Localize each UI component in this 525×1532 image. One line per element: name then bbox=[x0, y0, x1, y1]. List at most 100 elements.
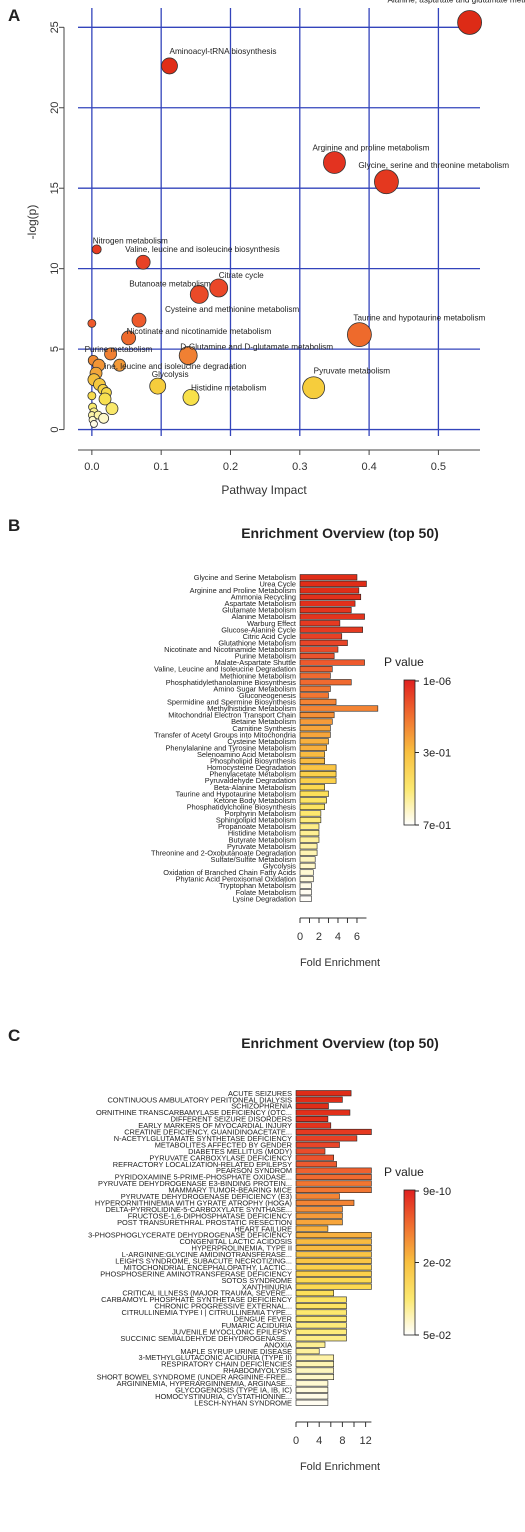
category-label: Histidine Metabolism bbox=[228, 829, 296, 838]
enrichment-bar bbox=[299, 639, 348, 646]
enrichment-bar bbox=[295, 1090, 352, 1097]
category-label: Glucose-Alanine Cycle bbox=[221, 625, 296, 634]
category-label: Phospholipid Biosynthesis bbox=[210, 757, 296, 766]
enrichment-bar bbox=[295, 1135, 358, 1142]
enrichment-bar bbox=[299, 600, 356, 607]
category-label: Methylhistidine Metabolism bbox=[207, 704, 296, 713]
category-label: PYRUVATE CARBOXYLASE DEFICIENCY bbox=[149, 1153, 292, 1162]
category-label: CONGENITAL LACTIC ACIDOSIS bbox=[179, 1237, 292, 1246]
enrichment-bar bbox=[299, 869, 314, 876]
enrichment-bar bbox=[295, 1328, 347, 1335]
enrichment-bar bbox=[299, 587, 360, 594]
bubble-point bbox=[105, 402, 119, 416]
enrichment-bar bbox=[299, 666, 333, 673]
enrichment-bar bbox=[299, 862, 316, 869]
enrichment-bar bbox=[299, 711, 335, 719]
bubble-label: Valine, leucine and isoleucine biosynthe… bbox=[125, 245, 280, 254]
enrichment-bar bbox=[295, 1380, 329, 1387]
enrichment-bar bbox=[295, 1206, 343, 1213]
enrichment-bar bbox=[295, 1283, 372, 1290]
enrichment-bar bbox=[295, 1199, 355, 1206]
x-tick-label: 4 bbox=[335, 931, 341, 943]
bubble-point bbox=[182, 388, 200, 406]
category-label: MAMMARY TUMOR-BEARING MICE bbox=[168, 1186, 292, 1195]
category-label: Phytanic Acid Peroxisomal Oxidation bbox=[176, 875, 296, 884]
category-label: Purine Metabolism bbox=[235, 652, 296, 661]
legend-label: 9e-10 bbox=[423, 1186, 451, 1198]
category-label: SOTOS SYNDROME bbox=[222, 1276, 293, 1285]
enrichment-bar bbox=[299, 725, 331, 732]
enrichment-bar bbox=[295, 1354, 335, 1361]
enrichment-bar bbox=[295, 1180, 372, 1187]
enrichment-bar bbox=[295, 1270, 372, 1277]
category-label: Ketone Body Metabolism bbox=[214, 796, 296, 805]
bubble-point bbox=[98, 412, 110, 424]
bubble-point bbox=[302, 376, 326, 400]
x-tick-label: 0.5 bbox=[431, 461, 446, 473]
category-label: 3-PHOSPHOGLYCERATE DEHYDROGENASE DEFICIE… bbox=[88, 1231, 292, 1240]
category-label: Betaine Metabolism bbox=[231, 717, 296, 726]
category-label: SUCCINIC SEMIALDEHYDE DEHYDROGENASE... bbox=[120, 1334, 292, 1343]
category-label: Sulfate/Sulfite Metabolism bbox=[211, 855, 296, 864]
enrichment-bar bbox=[295, 1193, 340, 1200]
enrichment-bar bbox=[295, 1116, 329, 1123]
bubble-label: D-Glutamine and D-glutamate metabolism bbox=[180, 343, 333, 352]
enrichment-bar bbox=[295, 1264, 372, 1271]
enrichment-bar bbox=[299, 652, 335, 660]
bubble-point bbox=[209, 278, 229, 298]
category-label: Homocysteine Degradation bbox=[207, 763, 296, 772]
category-label: Propanoate Metabolism bbox=[218, 822, 296, 831]
enrichment-bar bbox=[295, 1128, 372, 1135]
enrichment-bar bbox=[299, 679, 352, 686]
category-label: Beta-Alanine Metabolism bbox=[214, 783, 296, 792]
enrichment-bar bbox=[299, 764, 337, 771]
bubble-point bbox=[346, 322, 372, 348]
bubble-label: Purine metabolism bbox=[85, 345, 153, 354]
enrichment-bar bbox=[299, 784, 325, 791]
category-label: Methionine Metabolism bbox=[220, 671, 296, 680]
category-label: Sphingolipid Metabolism bbox=[216, 816, 296, 825]
bubble-label: Nitrogen metabolism bbox=[93, 236, 168, 245]
y-tick-label: 20 bbox=[49, 102, 61, 114]
enrichment-bar bbox=[295, 1174, 372, 1181]
category-label: DELTA-PYRROLIDINE-5-CARBOXYLATE SYNTHASE… bbox=[106, 1205, 292, 1214]
bubble-label: Histidine metabolism bbox=[191, 383, 267, 392]
enrichment-bar bbox=[295, 1219, 343, 1226]
enrichment-bar bbox=[299, 843, 318, 850]
bubble-label: Aminoacyl-tRNA biosynthesis bbox=[169, 47, 276, 56]
category-label: Pyruvaldehyde Degradation bbox=[205, 776, 296, 785]
bubble-point bbox=[90, 420, 98, 428]
bubble-point bbox=[457, 10, 483, 35]
bubble-label: Arginine and proline metabolism bbox=[312, 143, 429, 152]
enrichment-bar bbox=[299, 659, 365, 666]
bubble-point bbox=[189, 285, 209, 304]
enrichment-bar bbox=[299, 777, 337, 784]
enrichment-bar bbox=[299, 895, 312, 902]
category-label: Arginine and Proline Metabolism bbox=[190, 586, 296, 595]
enrichment-bar bbox=[299, 620, 341, 627]
enrichment-bar bbox=[299, 731, 331, 738]
enrichment-bar bbox=[299, 790, 329, 797]
category-label: Pyruvate Metabolism bbox=[227, 842, 296, 851]
category-label: Selenoamino Acid Metabolism bbox=[197, 750, 296, 759]
enrichment-bar bbox=[295, 1361, 335, 1368]
enrichment-bar bbox=[295, 1290, 335, 1297]
y-tick-label: 0 bbox=[49, 427, 61, 433]
enrichment-bar bbox=[295, 1367, 335, 1374]
category-label: Carnitine Synthesis bbox=[232, 724, 296, 733]
category-label: Amino Sugar Metabolism bbox=[213, 684, 296, 693]
category-label: FRUCTOSE-1,6-DIPHOSPHATASE DEFICIENCY bbox=[128, 1211, 292, 1220]
enrichment-bar bbox=[295, 1303, 347, 1310]
enrichment-bar bbox=[295, 1186, 372, 1193]
x-tick-label: 0 bbox=[293, 1435, 299, 1447]
category-label: REFRACTORY LOCALIZATION-RELATED EPILEPSY bbox=[113, 1160, 292, 1169]
legend-colorbar bbox=[403, 679, 416, 826]
chart-title: Enrichment Overview (top 50) bbox=[241, 525, 439, 541]
bubble-label: Glycolysis bbox=[152, 370, 189, 379]
enrichment-bar bbox=[295, 1335, 347, 1342]
category-label: DIFFERENT SEIZURE DISORDERS bbox=[171, 1115, 292, 1124]
category-label: Glycolysis bbox=[263, 862, 297, 871]
category-label: CRITICAL ILLNESS (MAJOR TRAUMA, SEVERE..… bbox=[122, 1289, 292, 1298]
bubble-label: Nicotinate and nicotinamide metabolism bbox=[127, 327, 272, 336]
chart-title: Enrichment Overview (top 50) bbox=[241, 1035, 439, 1051]
